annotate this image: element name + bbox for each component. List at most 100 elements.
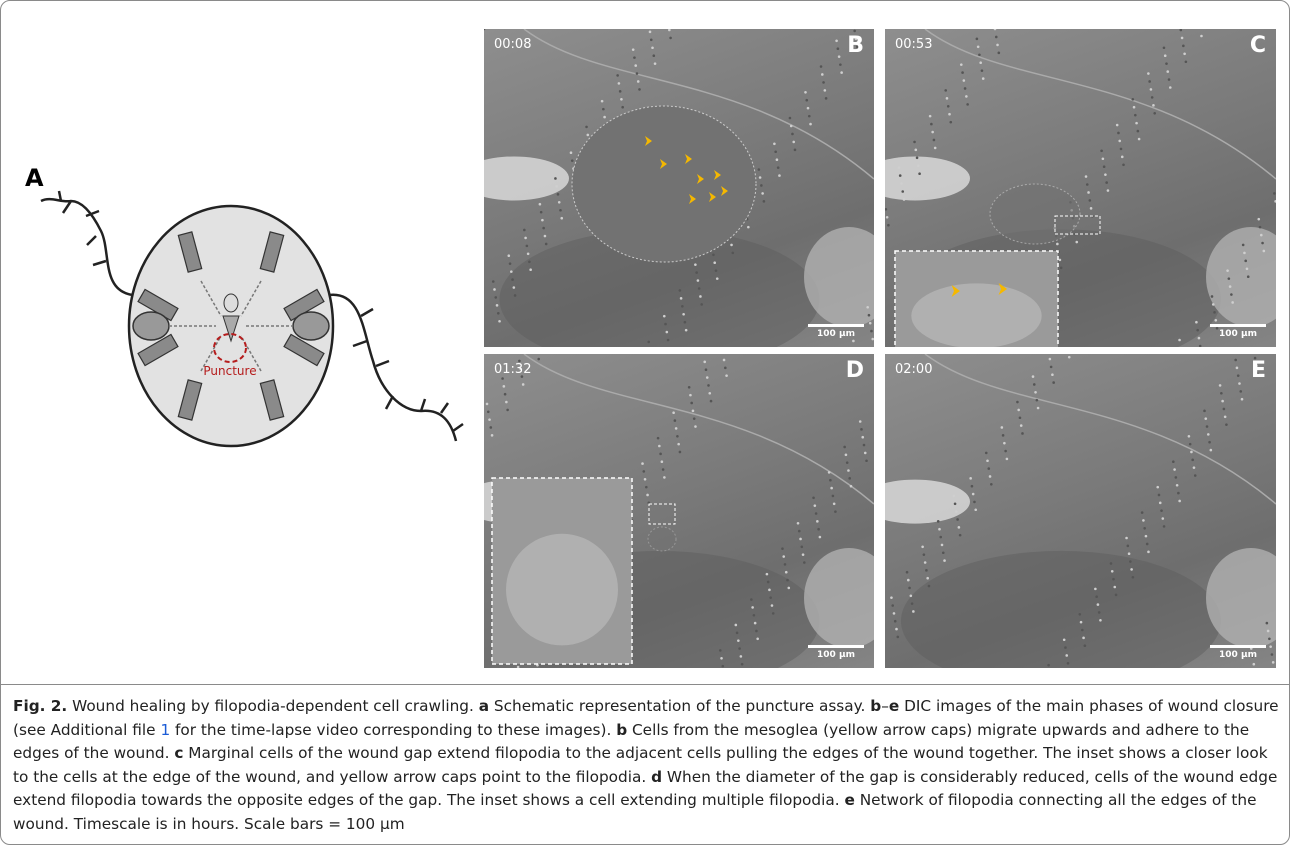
particle bbox=[658, 445, 661, 448]
particle bbox=[778, 174, 781, 177]
particle bbox=[1145, 535, 1148, 538]
particle bbox=[839, 63, 842, 66]
particle bbox=[1198, 337, 1201, 340]
bold-text: d bbox=[651, 768, 662, 786]
particle bbox=[716, 277, 719, 280]
particle bbox=[973, 501, 976, 504]
particle bbox=[708, 392, 711, 395]
particle bbox=[859, 420, 862, 423]
particle bbox=[1153, 112, 1156, 115]
particle bbox=[953, 495, 956, 498]
particle bbox=[493, 288, 496, 291]
particle bbox=[586, 134, 589, 137]
particle bbox=[601, 100, 604, 103]
particle bbox=[501, 377, 504, 380]
particle bbox=[662, 468, 665, 471]
particle bbox=[801, 545, 804, 548]
particle bbox=[1210, 449, 1213, 452]
particle bbox=[908, 587, 911, 590]
annotation: Puncture bbox=[203, 364, 256, 378]
particle bbox=[707, 384, 710, 387]
particle bbox=[1130, 568, 1133, 571]
particle bbox=[1049, 358, 1052, 361]
particle bbox=[1189, 443, 1192, 446]
particle bbox=[1166, 70, 1169, 73]
particle bbox=[1141, 511, 1144, 514]
particle bbox=[1017, 409, 1020, 412]
particle bbox=[850, 485, 853, 488]
particle bbox=[1193, 466, 1196, 469]
particle bbox=[1063, 638, 1066, 641]
particle bbox=[914, 149, 917, 152]
particle bbox=[620, 98, 623, 101]
particle bbox=[822, 81, 825, 84]
particle bbox=[1176, 484, 1179, 487]
particle bbox=[1199, 345, 1202, 347]
particle bbox=[994, 29, 997, 30]
particle bbox=[837, 47, 840, 50]
particle bbox=[603, 116, 606, 119]
particle bbox=[1195, 321, 1198, 324]
particle bbox=[677, 443, 680, 446]
particle bbox=[956, 518, 959, 521]
particle bbox=[866, 306, 869, 309]
particle bbox=[1080, 621, 1083, 624]
particle bbox=[1134, 114, 1137, 117]
particle bbox=[1236, 367, 1239, 370]
particle bbox=[1243, 252, 1246, 255]
particle bbox=[1004, 450, 1007, 453]
particle bbox=[537, 358, 540, 361]
link[interactable]: 1 bbox=[160, 721, 170, 739]
micrograph bbox=[885, 354, 1276, 668]
particle bbox=[511, 278, 514, 281]
particle bbox=[899, 174, 902, 177]
particle bbox=[750, 598, 753, 601]
particle bbox=[688, 386, 691, 389]
particle bbox=[1037, 407, 1040, 410]
particle bbox=[903, 198, 906, 201]
particle bbox=[790, 125, 793, 128]
particle bbox=[652, 54, 655, 57]
particle bbox=[1103, 165, 1106, 168]
particle bbox=[666, 331, 669, 334]
particle bbox=[497, 312, 500, 315]
particle bbox=[815, 512, 818, 515]
bold-text: a bbox=[479, 697, 489, 715]
panel-label: B bbox=[847, 33, 864, 58]
particle bbox=[943, 559, 946, 562]
particle bbox=[785, 571, 788, 574]
particle bbox=[517, 666, 520, 668]
particle bbox=[1206, 425, 1209, 428]
particle bbox=[1268, 637, 1271, 640]
micrograph-panel: 02:00E100 µm bbox=[885, 354, 1276, 668]
particle bbox=[540, 211, 543, 214]
particle bbox=[832, 495, 835, 498]
particle bbox=[1244, 260, 1247, 263]
particle bbox=[505, 401, 508, 404]
particle bbox=[965, 95, 968, 98]
particle bbox=[713, 261, 716, 264]
particle bbox=[989, 475, 992, 478]
particle bbox=[1180, 29, 1183, 31]
particle bbox=[814, 504, 817, 507]
particle bbox=[1094, 588, 1097, 591]
particle bbox=[964, 87, 967, 90]
particle bbox=[1118, 140, 1121, 143]
particle bbox=[488, 418, 491, 421]
particle bbox=[679, 289, 682, 292]
particle bbox=[654, 62, 657, 65]
particle bbox=[754, 622, 757, 625]
particle bbox=[1234, 359, 1237, 362]
particle bbox=[781, 547, 784, 550]
particle bbox=[1065, 654, 1068, 657]
particle bbox=[484, 29, 485, 30]
particle bbox=[925, 569, 928, 572]
particle bbox=[1142, 519, 1145, 522]
particle bbox=[618, 82, 621, 85]
particle bbox=[1127, 545, 1130, 548]
particle bbox=[646, 494, 649, 497]
particle bbox=[809, 123, 812, 126]
wound bbox=[648, 527, 676, 551]
particle bbox=[1097, 603, 1100, 606]
caption: Fig. 2. Wound healing by filopodia-depen… bbox=[1, 684, 1290, 845]
